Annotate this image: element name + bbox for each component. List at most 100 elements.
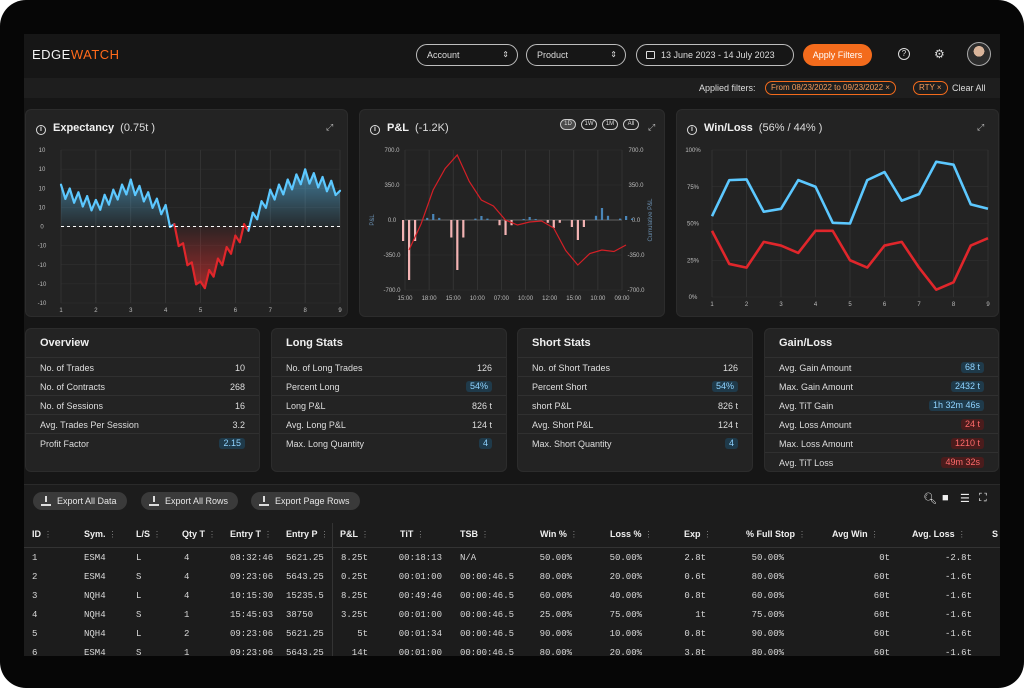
table-cell: 09:23:06 [230,629,274,639]
short-stats-row-value: 126 [722,363,738,373]
info-icon[interactable]: i [687,125,697,135]
apply-filters-button[interactable]: Apply Filters [803,44,872,66]
density-icon[interactable]: ☰ [960,493,970,505]
column-menu-icon[interactable]: ⋮ [208,530,217,539]
pnl-bar [450,220,453,238]
column-menu-icon[interactable]: ⋮ [481,530,489,539]
overview-row-label: No. of Contracts [40,382,106,392]
expectancy-line-segment [190,261,198,286]
table-cell: 75.00% [609,610,642,620]
column-menu-icon[interactable]: ⋮ [44,530,52,539]
clear-all-link[interactable]: Clear All [952,83,986,93]
filter-chip-date[interactable]: From 08/23/2022 to 09/23/2022 × [765,81,896,95]
column-header[interactable]: L/S ⋮ [136,529,161,539]
column-header[interactable]: Entry P ⋮ [286,529,329,539]
column-header[interactable]: % Full Stop ⋮ [746,529,806,539]
gain-loss-row: Max. Loss Amount 1210 t [765,433,998,452]
column-menu-icon[interactable]: ⋮ [703,530,712,539]
column-header[interactable]: P&L ⋮ [340,529,369,539]
search-icon[interactable]: 🔍︎ [923,493,937,505]
y-tick-label: 10 [39,167,46,173]
range-1w-button[interactable]: 1W [581,119,597,130]
pnl-bar [432,214,435,220]
table-cell: 60t [873,648,890,656]
expectancy-line-segment [120,183,128,196]
column-header[interactable]: TSB ⋮ [460,529,489,539]
long-stats-row-label: Avg. Long P&L [286,420,346,430]
table-cell: 00:01:00 [398,572,442,582]
x-tick-label: 15:00 [446,296,462,302]
column-header[interactable]: Entry T ⋮ [230,529,272,539]
account-select[interactable]: Account ⇕ [416,44,518,66]
column-header-label: Entry T [230,529,262,539]
y-tick-label-right: 700.0 [628,148,644,154]
column-menu-icon[interactable]: ⋮ [957,530,966,539]
gear-icon[interactable]: ⚙ [934,47,945,61]
column-header[interactable]: TiT ⋮ [400,529,424,539]
column-header-label: L/S [136,529,151,539]
expectancy-line-segment [277,183,285,196]
avatar[interactable] [967,42,991,66]
info-icon[interactable]: i [36,125,46,135]
table-cell: 1 [184,610,190,620]
column-menu-icon[interactable]: ⋮ [798,530,806,539]
expand-icon[interactable]: ⤢ [326,122,334,132]
win-line [710,160,989,225]
expand-icon[interactable]: ⤢ [648,122,656,132]
column-header[interactable]: Sym. ⋮ [84,529,117,539]
expectancy-line-segment [134,184,141,197]
table-cell: L [136,629,142,639]
info-icon[interactable]: i [370,125,380,135]
table-cell: ESM4 [84,553,106,563]
columns-icon[interactable]: ■ [942,492,949,504]
table-cell: 5643.25 [286,572,324,582]
column-header[interactable]: ID ⋮ [32,529,52,539]
column-header[interactable]: Exp ⋮ [684,529,712,539]
long-stats-row-value: 126 [476,363,492,373]
table-cell: 10.00% [609,629,642,639]
long-stats-row-value: 4 [478,438,492,449]
pnl-bar [558,220,561,223]
column-header-label: TSB [460,529,478,539]
expand-icon[interactable]: ⤢ [977,122,985,132]
app-logo[interactable]: EDGEWATCH [32,47,120,62]
export-page-rows-button[interactable]: Export Page Rows [251,492,360,510]
column-menu-icon[interactable]: ⋮ [153,530,162,539]
help-icon[interactable]: ? [898,48,910,60]
column-menu-icon[interactable]: ⋮ [361,530,369,539]
short-stats-row: Avg. Short P&L 124 t [518,414,752,433]
column-header[interactable]: Avg Win ⋮ [832,529,879,539]
winloss-value: (56% / 44% ) [758,122,823,134]
column-header[interactable]: Win % ⋮ [540,529,578,539]
column-header[interactable]: Qty T ⋮ [182,529,216,539]
column-menu-icon[interactable]: ⋮ [569,530,578,539]
column-menu-icon[interactable]: ⋮ [644,530,653,539]
column-menu-icon[interactable]: ⋮ [320,530,329,539]
date-range-picker[interactable]: 13 June 2023 - 14 July 2023 [636,44,794,66]
filter-chip-rty[interactable]: RTY × [913,81,948,95]
column-header[interactable]: Loss % ⋮ [610,529,653,539]
y-tick-label: 50% [687,222,700,228]
column-menu-icon[interactable]: ⋮ [416,530,425,539]
column-header[interactable]: Avg. Loss ⋮ [912,529,966,539]
column-menu-icon[interactable]: ⋮ [264,530,273,539]
column-menu-icon[interactable]: ⋮ [870,530,879,539]
export-all-rows-button[interactable]: Export All Rows [141,492,239,510]
fullscreen-icon[interactable]: ⛶ [979,492,987,504]
range-all-button[interactable]: All [623,119,639,130]
table-cell: 6 [32,648,38,656]
x-tick-label: 1 [59,308,63,314]
table-cell: 1 [184,648,190,656]
table-cell: 2 [32,572,38,582]
export-all-data-button[interactable]: Export All Data [33,492,127,510]
table-cell: 0.6t [684,572,706,582]
column-header[interactable]: S [992,529,998,539]
range-1m-button[interactable]: 1M [602,119,618,130]
range-1d-button[interactable]: 1D [560,119,576,130]
trades-table-panel: Export All Data Export All Rows Export P… [24,484,1000,656]
column-menu-icon[interactable]: ⋮ [108,530,117,539]
product-select[interactable]: Product ⇕ [526,44,626,66]
table-cell: 20.00% [609,572,642,582]
x-tick-label: 7 [917,302,921,308]
x-tick-label: 2 [745,302,749,308]
